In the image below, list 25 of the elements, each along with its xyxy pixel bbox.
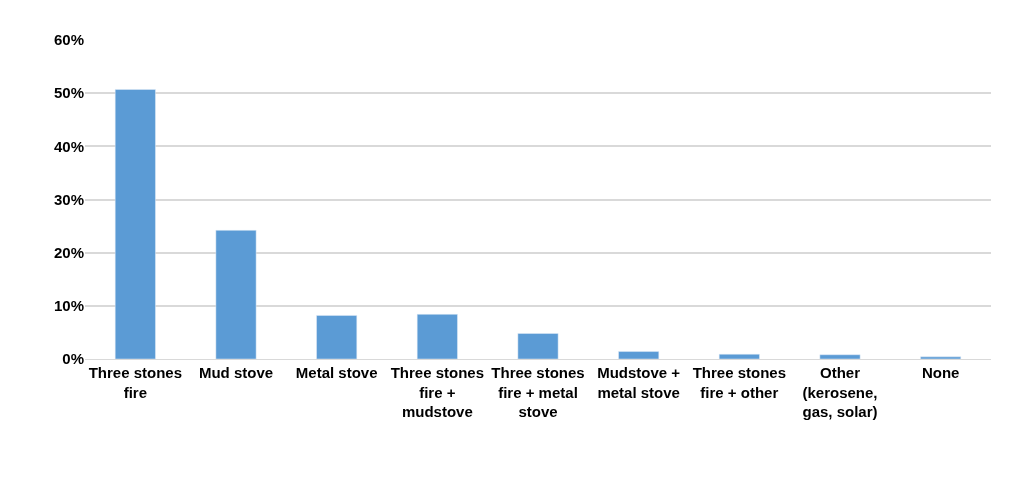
bar: [819, 354, 861, 359]
bar: [718, 353, 760, 359]
y-tick-label: 20%: [53, 243, 84, 261]
bar: [316, 315, 358, 359]
x-tick-label: Metal stove: [295, 364, 378, 381]
bar: [618, 351, 660, 359]
bar: [920, 356, 962, 359]
y-tick-label: 40%: [53, 137, 84, 155]
x-tick-label: Three stones fire + metal stove: [491, 364, 585, 420]
y-tick-label: 30%: [53, 190, 84, 208]
x-tick-label: Other (kerosene, gas, solar): [802, 364, 878, 420]
y-tick-label: 10%: [53, 297, 84, 315]
x-tick-label: Three stones fire + mudstove: [390, 364, 485, 420]
bar: [215, 230, 257, 359]
x-tick-label: None: [921, 364, 960, 381]
bar: [416, 314, 458, 359]
x-tick-label: Mud stove: [198, 364, 274, 381]
x-tick-label: Three stones fire + other: [692, 364, 787, 401]
y-tick-label: 60%: [53, 31, 84, 49]
bar: [517, 333, 559, 359]
x-tick-label: Three stones fire: [88, 364, 183, 401]
y-tick-label: 50%: [53, 84, 84, 102]
bar: [114, 89, 156, 359]
y-tick-label: 0%: [62, 350, 84, 368]
x-tick-label: Mudstove + metal stove: [597, 364, 681, 401]
